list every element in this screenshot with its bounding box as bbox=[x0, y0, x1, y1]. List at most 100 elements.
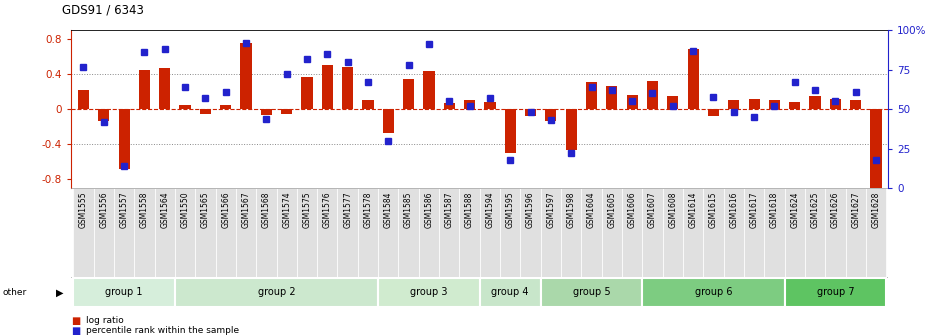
Text: GSM1588: GSM1588 bbox=[466, 192, 474, 228]
Text: GSM1565: GSM1565 bbox=[200, 192, 210, 228]
Bar bbox=[667, 96, 678, 109]
Bar bbox=[78, 90, 89, 109]
Bar bbox=[236, 188, 256, 277]
Text: GSM1556: GSM1556 bbox=[99, 192, 108, 228]
Text: GSM1616: GSM1616 bbox=[730, 192, 738, 228]
Bar bbox=[337, 188, 358, 277]
Text: GSM1555: GSM1555 bbox=[79, 192, 88, 228]
Bar bbox=[785, 188, 805, 277]
Bar bbox=[398, 188, 419, 277]
Text: GSM1597: GSM1597 bbox=[546, 192, 556, 228]
Text: GSM1558: GSM1558 bbox=[140, 192, 149, 228]
Bar bbox=[240, 43, 252, 109]
Bar bbox=[850, 100, 862, 109]
Bar bbox=[565, 109, 577, 151]
Bar bbox=[119, 109, 130, 169]
Text: GSM1576: GSM1576 bbox=[323, 192, 332, 228]
Bar bbox=[424, 71, 434, 109]
Bar bbox=[601, 188, 622, 277]
Text: GSM1566: GSM1566 bbox=[221, 192, 230, 228]
Bar bbox=[160, 68, 170, 109]
Text: GSM1574: GSM1574 bbox=[282, 192, 292, 228]
Bar bbox=[296, 188, 317, 277]
Text: GSM1575: GSM1575 bbox=[302, 192, 312, 228]
Text: GSM1564: GSM1564 bbox=[161, 192, 169, 228]
Text: GSM1585: GSM1585 bbox=[404, 192, 413, 228]
Text: GSM1604: GSM1604 bbox=[587, 192, 596, 228]
Bar bbox=[703, 188, 724, 277]
Text: GSM1608: GSM1608 bbox=[668, 192, 677, 228]
Bar bbox=[220, 105, 231, 109]
Bar bbox=[729, 100, 739, 109]
Bar bbox=[114, 188, 134, 277]
Bar bbox=[378, 188, 398, 277]
Bar bbox=[622, 188, 642, 277]
Bar bbox=[805, 188, 826, 277]
Bar bbox=[663, 188, 683, 277]
Text: GSM1624: GSM1624 bbox=[790, 192, 799, 228]
Text: GSM1557: GSM1557 bbox=[120, 192, 128, 228]
Bar bbox=[683, 188, 703, 277]
Bar bbox=[73, 278, 175, 307]
Bar bbox=[769, 100, 780, 109]
Bar bbox=[195, 188, 216, 277]
Text: GSM1605: GSM1605 bbox=[607, 192, 617, 228]
Bar bbox=[708, 109, 719, 116]
Bar bbox=[826, 188, 846, 277]
Bar bbox=[281, 109, 293, 115]
Bar bbox=[688, 49, 699, 109]
Text: GSM1606: GSM1606 bbox=[628, 192, 636, 228]
Text: GSM1627: GSM1627 bbox=[851, 192, 861, 228]
Text: group 3: group 3 bbox=[410, 287, 447, 297]
Bar bbox=[541, 278, 642, 307]
Bar bbox=[606, 86, 618, 109]
Bar bbox=[175, 188, 195, 277]
Bar bbox=[180, 105, 191, 109]
Bar bbox=[358, 188, 378, 277]
Bar bbox=[480, 278, 541, 307]
Bar bbox=[216, 188, 236, 277]
Bar bbox=[789, 102, 800, 109]
Bar bbox=[383, 109, 394, 133]
Bar bbox=[378, 278, 480, 307]
Text: GSM1607: GSM1607 bbox=[648, 192, 657, 228]
Bar bbox=[464, 100, 475, 109]
Bar bbox=[301, 77, 313, 109]
Text: ■: ■ bbox=[71, 326, 81, 336]
Bar bbox=[439, 188, 460, 277]
Text: GSM1617: GSM1617 bbox=[750, 192, 759, 228]
Bar bbox=[98, 109, 109, 122]
Text: GSM1625: GSM1625 bbox=[810, 192, 820, 228]
Bar bbox=[581, 188, 601, 277]
Bar bbox=[139, 70, 150, 109]
Bar bbox=[541, 188, 561, 277]
Text: GDS91 / 6343: GDS91 / 6343 bbox=[62, 4, 143, 17]
Bar bbox=[276, 188, 296, 277]
Text: GSM1568: GSM1568 bbox=[262, 192, 271, 228]
Bar bbox=[642, 188, 663, 277]
Text: other: other bbox=[3, 288, 28, 297]
Text: group 1: group 1 bbox=[105, 287, 142, 297]
Bar bbox=[484, 102, 496, 109]
Text: ■: ■ bbox=[71, 316, 81, 326]
Text: log ratio: log ratio bbox=[86, 317, 124, 325]
Text: GSM1628: GSM1628 bbox=[871, 192, 881, 228]
Text: ▶: ▶ bbox=[56, 287, 64, 297]
Bar bbox=[642, 278, 785, 307]
Bar bbox=[460, 188, 480, 277]
Bar bbox=[200, 109, 211, 114]
Bar bbox=[865, 188, 886, 277]
Text: GSM1587: GSM1587 bbox=[445, 192, 454, 228]
Text: GSM1618: GSM1618 bbox=[770, 192, 779, 228]
Bar bbox=[444, 103, 455, 109]
Bar bbox=[561, 188, 581, 277]
Text: percentile rank within the sample: percentile rank within the sample bbox=[86, 327, 239, 335]
Bar bbox=[480, 188, 500, 277]
Bar bbox=[749, 99, 760, 109]
Bar bbox=[846, 188, 865, 277]
Text: GSM1577: GSM1577 bbox=[343, 192, 352, 228]
Bar bbox=[134, 188, 155, 277]
Text: group 6: group 6 bbox=[694, 287, 732, 297]
Bar bbox=[765, 188, 785, 277]
Bar bbox=[342, 67, 353, 109]
